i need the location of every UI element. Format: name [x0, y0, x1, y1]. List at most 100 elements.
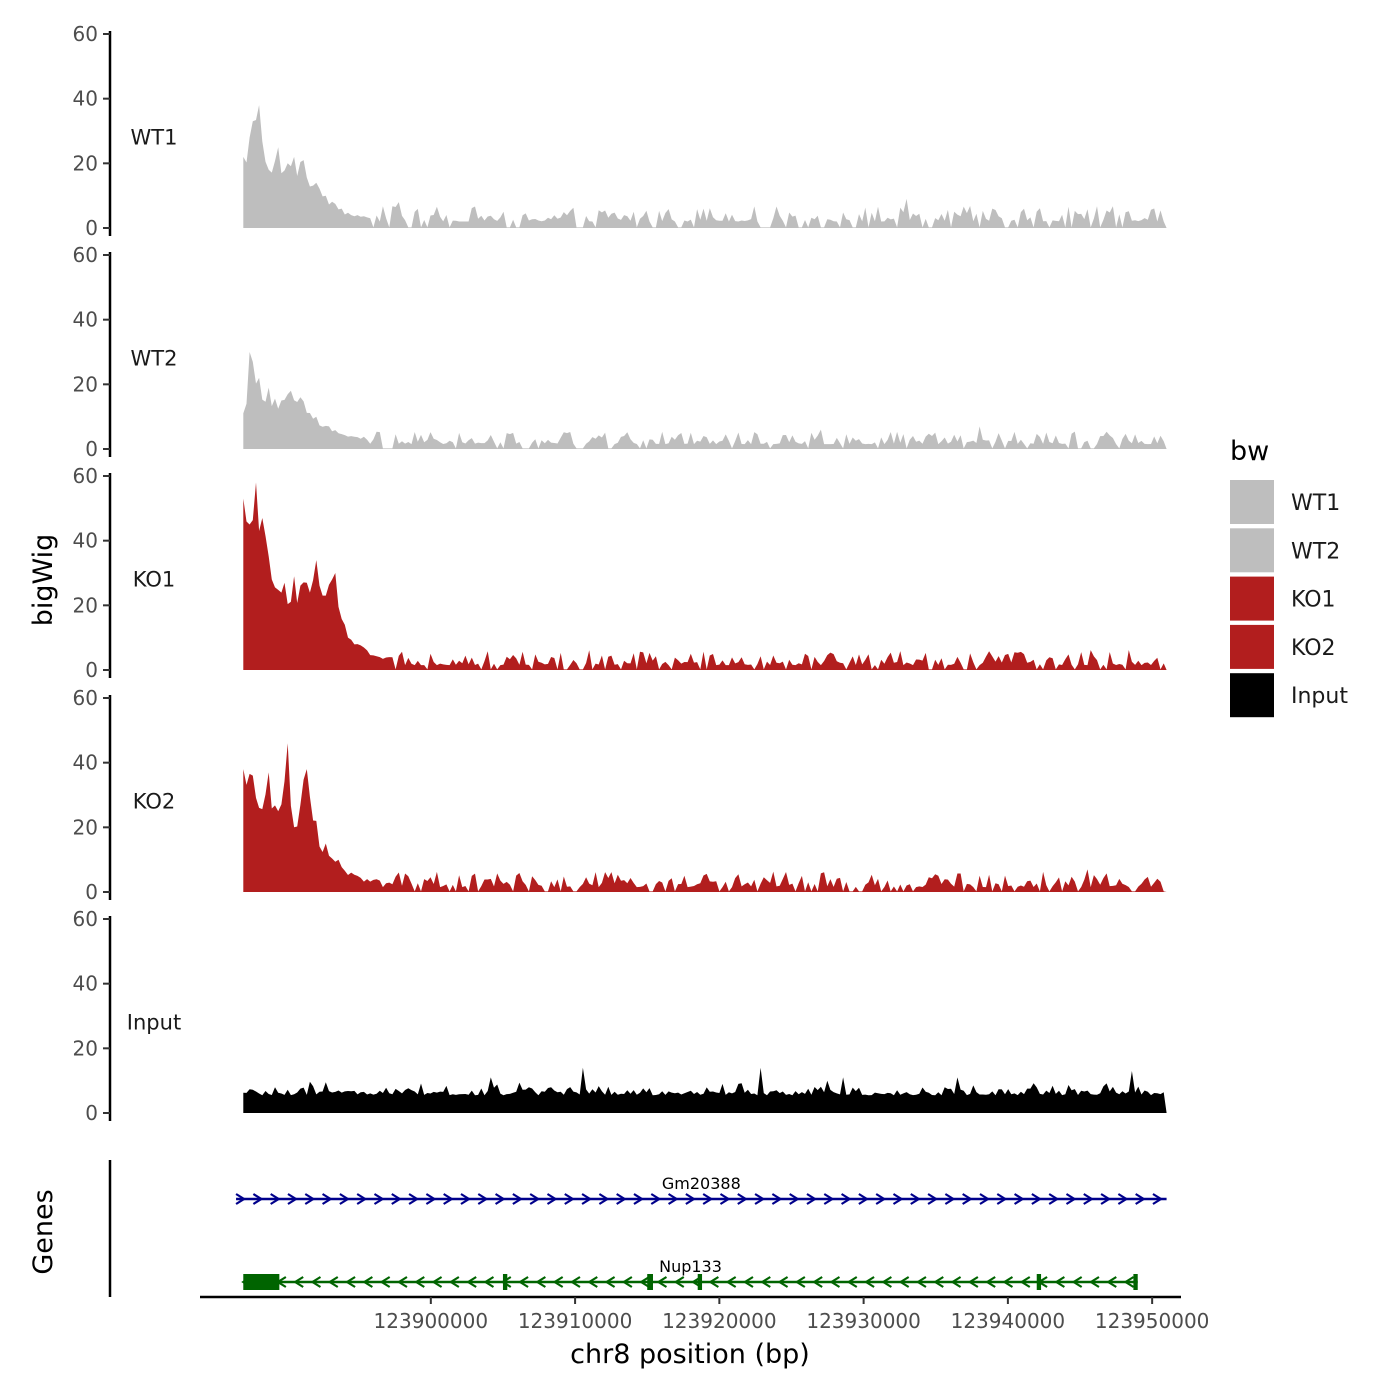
y-tick-label: 40	[73, 529, 98, 553]
track-ko1: 0 20 40 60 KO1	[73, 464, 1167, 682]
strand-chevron	[996, 1193, 1008, 1205]
strand-chevron	[494, 1193, 506, 1205]
strand-chevron	[408, 1193, 420, 1205]
strand-chevron	[569, 1276, 581, 1288]
x-tick-label: 123910000	[518, 1309, 633, 1333]
x-tick-label: 123930000	[806, 1309, 921, 1333]
strand-chevron	[1088, 1276, 1100, 1288]
strand-chevron	[621, 1276, 633, 1288]
strand-chevron	[794, 1276, 806, 1288]
track-ko2: 0 20 40 60 KO2	[73, 686, 1167, 904]
legend-entry-ko2: KO2	[1230, 624, 1336, 669]
strand-chevron	[1152, 1193, 1164, 1205]
track-label: WT1	[131, 125, 178, 149]
strand-chevron	[396, 1276, 408, 1288]
strand-chevron	[581, 1193, 593, 1205]
x-tick-label: 123950000	[1095, 1309, 1210, 1333]
strand-chevron	[915, 1276, 927, 1288]
y-tick-label: 60	[73, 464, 98, 488]
strand-chevron	[881, 1276, 892, 1288]
gene-label: Nup133	[659, 1257, 722, 1276]
strand-chevron	[293, 1276, 304, 1288]
y-tick-label: 0	[85, 880, 98, 904]
y-tick-label: 60	[73, 686, 98, 710]
strand-chevron	[1123, 1276, 1135, 1288]
y-tick-label: 20	[73, 593, 98, 617]
strand-chevron	[950, 1276, 962, 1288]
x-tick-label: 123940000	[951, 1309, 1066, 1333]
strand-chevron	[1031, 1193, 1042, 1205]
signal-area-ko1	[243, 482, 1167, 670]
y-tick-label: 0	[85, 216, 98, 240]
strand-chevron	[327, 1276, 339, 1288]
signal-area-ko2	[243, 743, 1167, 892]
strand-chevron	[656, 1276, 668, 1288]
strand-chevron	[616, 1193, 627, 1205]
strand-chevron	[944, 1193, 956, 1205]
signal-area-wt2	[243, 352, 1167, 449]
strand-chevron	[535, 1276, 546, 1288]
strand-chevron	[725, 1276, 737, 1288]
strand-chevron	[604, 1276, 616, 1288]
x-axis: 123900000 123910000 123920000 123930000 1239…	[200, 1295, 1210, 1333]
exon	[243, 1274, 280, 1290]
legend-label: WT1	[1291, 491, 1340, 516]
strand-chevron	[875, 1193, 887, 1205]
legend-label: WT2	[1291, 539, 1340, 564]
legend-key	[1230, 624, 1274, 669]
strand-chevron	[598, 1193, 610, 1205]
legend-entry-wt1: WT1	[1230, 480, 1340, 524]
strand-chevron	[270, 1193, 281, 1205]
exon	[502, 1274, 508, 1290]
strand-chevron	[460, 1193, 472, 1205]
strand-chevron	[356, 1193, 368, 1205]
track-wt1: 0 20 40 60 WT1	[73, 22, 1167, 240]
exon	[1133, 1274, 1138, 1290]
strand-chevron	[321, 1193, 333, 1205]
strand-chevron	[1106, 1276, 1117, 1288]
legend-entry-wt2: WT2	[1230, 528, 1340, 573]
strand-chevron	[552, 1276, 564, 1288]
track-wt2: 0 20 40 60 WT2	[73, 243, 1167, 461]
x-tick-label: 123920000	[662, 1309, 777, 1333]
strand-chevron	[477, 1193, 489, 1205]
strand-chevron	[754, 1193, 766, 1205]
strand-chevron	[431, 1276, 443, 1288]
strand-chevron	[564, 1193, 575, 1205]
strand-chevron	[252, 1193, 264, 1205]
strand-chevron	[708, 1276, 719, 1288]
x-axis-title: chr8 position (bp)	[570, 1339, 810, 1370]
gene-label: Gm20388	[662, 1174, 741, 1193]
strand-chevron	[500, 1276, 512, 1288]
strand-chevron	[235, 1193, 247, 1205]
strand-chevron	[1065, 1193, 1077, 1205]
strand-chevron	[967, 1276, 979, 1288]
y-tick-label: 20	[73, 151, 98, 175]
strand-chevron	[1002, 1276, 1014, 1288]
strand-chevron	[742, 1276, 754, 1288]
strand-chevron	[339, 1193, 350, 1205]
exon	[647, 1274, 653, 1290]
strand-chevron	[391, 1193, 402, 1205]
strand-chevron	[1135, 1193, 1146, 1205]
strand-chevron	[587, 1276, 598, 1288]
strand-chevron	[373, 1193, 385, 1205]
strand-chevron	[892, 1193, 904, 1205]
strand-chevron	[425, 1193, 437, 1205]
strand-chevron	[667, 1193, 679, 1205]
strand-chevron	[1083, 1193, 1094, 1205]
strand-chevron	[864, 1276, 875, 1288]
strand-chevron	[760, 1276, 771, 1288]
strand-chevron	[287, 1193, 299, 1205]
strand-chevron	[1019, 1276, 1031, 1288]
y-tick-label: 60	[73, 907, 98, 931]
strand-chevron	[304, 1193, 316, 1205]
legend-label: Input	[1291, 684, 1348, 709]
strand-chevron	[962, 1193, 973, 1205]
strand-chevron	[1054, 1276, 1065, 1288]
y-tick-label: 40	[73, 751, 98, 775]
strand-chevron	[1048, 1193, 1060, 1205]
strand-chevron	[777, 1276, 789, 1288]
track-label: KO1	[133, 567, 176, 591]
strand-chevron	[933, 1276, 944, 1288]
